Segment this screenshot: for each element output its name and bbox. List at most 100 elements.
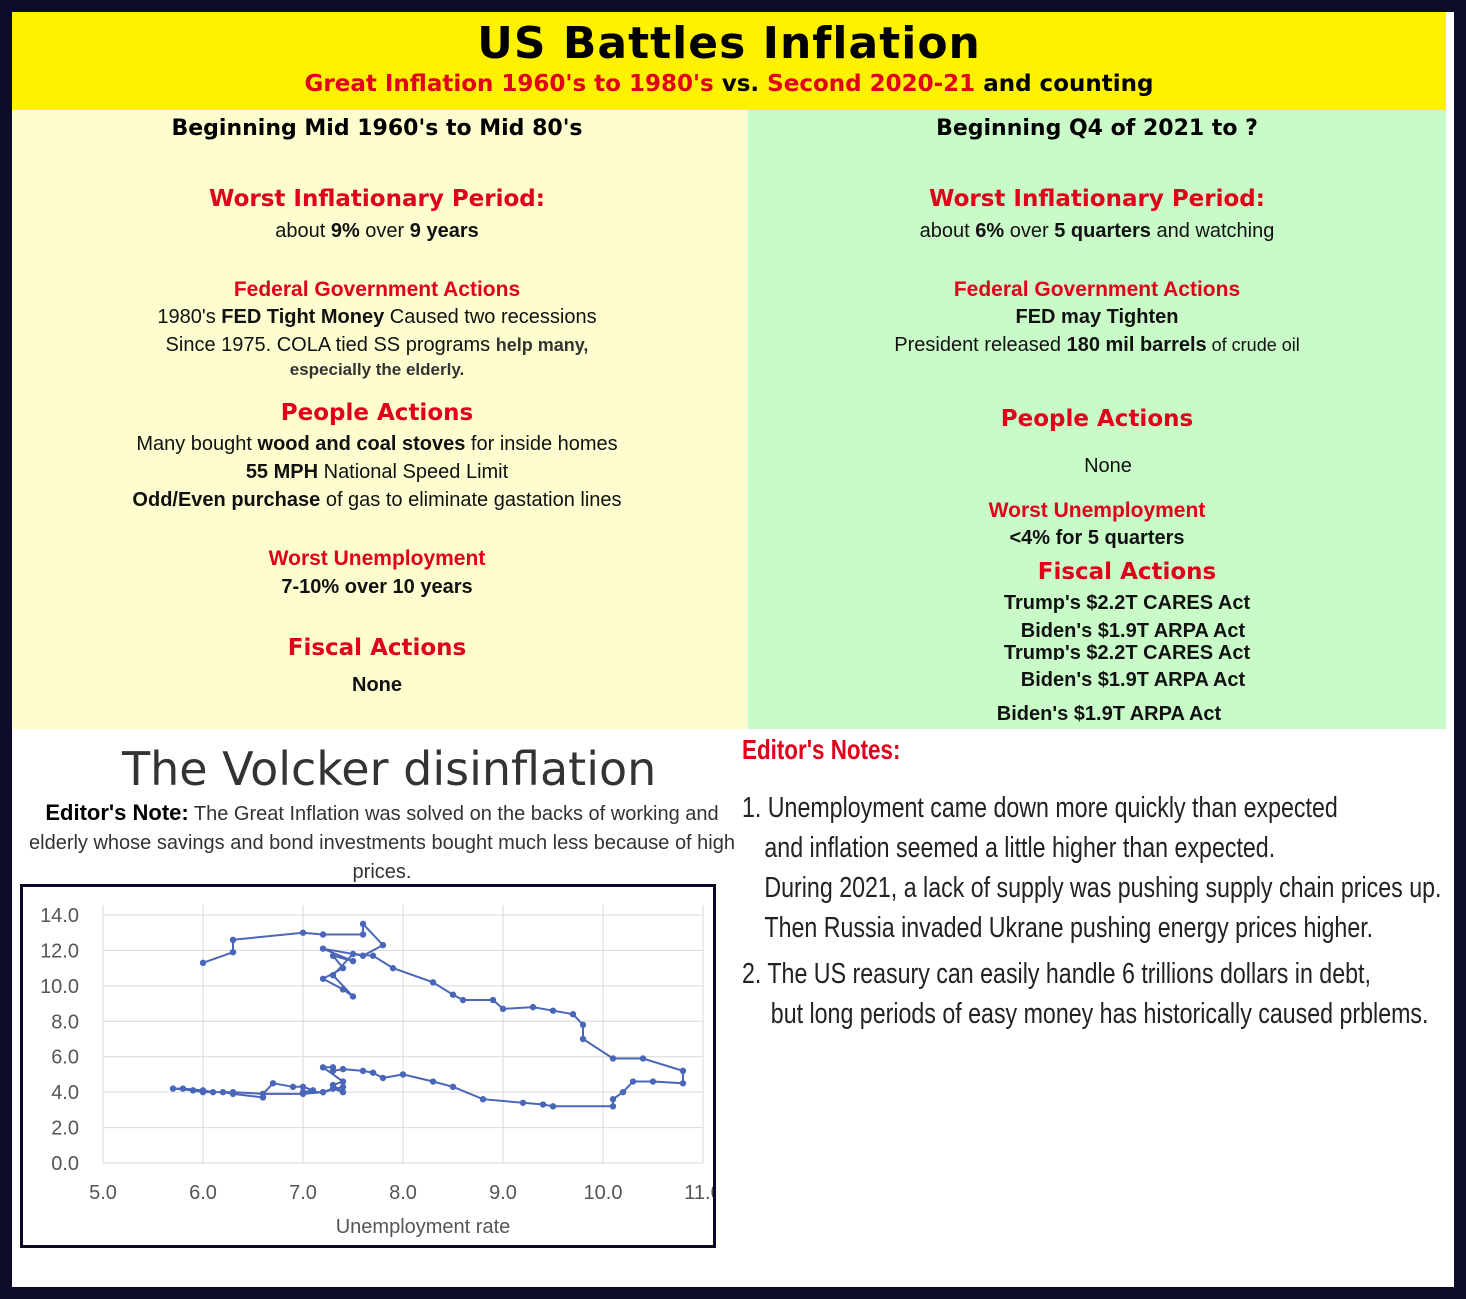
chart-point — [229, 949, 237, 956]
infographic-frame: US Battles Inflation Great Inflation 196… — [12, 12, 1454, 1287]
chart-point — [359, 920, 367, 928]
editors-note-1-line1: 1. Unemployment came down more quickly t… — [742, 792, 1338, 824]
left-fiscal-value: None — [352, 674, 402, 696]
y-tick-label: 2.0 — [51, 1118, 79, 1140]
chart-point — [309, 1087, 317, 1094]
y-tick-label: 10.0 — [40, 976, 79, 998]
left-panel-1960s-1980s: Beginning Mid 1960's to Mid 80's Worst I… — [12, 110, 748, 729]
chart-point — [609, 1055, 617, 1062]
chart-point — [579, 1035, 587, 1043]
chart-point — [329, 972, 337, 979]
right-worst-period-value: about 6% over 5 quarters and watching — [919, 220, 1275, 242]
chart-point — [199, 959, 207, 967]
y-tick-label: 0.0 — [51, 1153, 79, 1175]
chart-point — [499, 1005, 507, 1013]
editors-note-2-line2: but long periods of easy money has histo… — [770, 998, 1429, 1030]
editors-note-1-line3: During 2021, a lack of supply was pushin… — [764, 872, 1442, 904]
chart-point — [329, 1085, 337, 1092]
x-tick-label: 8.0 — [389, 1182, 417, 1204]
chart-point — [429, 979, 437, 986]
chart-x-ticks: 5.0 6.0 7.0 8.0 9.0 10.0 11.0 — [89, 1182, 722, 1204]
chart-point — [339, 1078, 347, 1085]
x-tick-label: 5.0 — [89, 1182, 117, 1204]
title-banner: US Battles Inflation Great Inflation 196… — [12, 12, 1446, 110]
chart-point — [579, 1021, 587, 1029]
right-fiscal-line5: Biden's $1.9T ARPA Act — [996, 703, 1222, 725]
chart-point — [359, 1067, 367, 1075]
chart-point — [359, 952, 367, 959]
chart-point — [329, 952, 337, 959]
left-fed-line1: 1980's FED Tight Money Caused two recess… — [157, 306, 597, 328]
editors-notes-title: Editor's Notes: — [742, 734, 901, 765]
volcker-title: The Volcker disinflation — [122, 742, 657, 796]
editors-note-2-line1: 2. The US reasury can easily handle 6 tr… — [742, 958, 1371, 990]
left-worst-period-title: Worst Inflationary Period: — [209, 186, 545, 212]
chart-point — [399, 1071, 407, 1078]
left-unemp-title: Worst Unemployment — [268, 547, 486, 570]
right-people-title: People Actions — [1000, 406, 1194, 432]
left-people-line2: 55 MPH National Speed Limit — [245, 461, 509, 483]
right-worst-period-title: Worst Inflationary Period: — [929, 186, 1265, 212]
chart-point — [259, 1090, 267, 1098]
editors-notes: Editor's Notes: 1. Unemployment came dow… — [742, 734, 1442, 1034]
chart-point — [549, 1007, 557, 1014]
right-fiscal-line2: Biden's $1.9T ARPA Act — [1020, 620, 1246, 642]
x-tick-label: 10.0 — [584, 1182, 623, 1204]
subtitle-part-great-inflation: Great Inflation 1960's to 1980's — [304, 71, 714, 97]
x-tick-label: 7.0 — [289, 1182, 317, 1204]
page-title: US Battles Inflation — [477, 18, 981, 69]
right-fed-line2: President released 180 mil barrels of cr… — [894, 334, 1300, 356]
subtitle-part-counting: and counting — [975, 71, 1154, 97]
chart-point — [449, 1083, 457, 1091]
editors-note-1-line2: and inflation seemed a little higher tha… — [764, 832, 1276, 864]
chart-point — [539, 1101, 547, 1108]
right-fiscal-line4: Biden's $1.9T ARPA Act — [1020, 669, 1246, 691]
left-people-line1: Many bought wood and coal stoves for ins… — [136, 433, 618, 455]
chart-point — [549, 1103, 557, 1110]
chart-point — [449, 991, 457, 998]
right-fiscal-title: Fiscal Actions — [1037, 559, 1217, 585]
right-unemp-value: <4% for 5 quarters — [1009, 527, 1185, 549]
chart-point — [339, 986, 347, 993]
chart-point — [619, 1088, 627, 1096]
chart-point — [609, 1096, 617, 1103]
right-fiscal-line3: Trump's $2.2T CARES Act — [1003, 642, 1251, 660]
left-fiscal-title: Fiscal Actions — [287, 635, 467, 661]
chart-point — [369, 1069, 377, 1076]
chart-point — [479, 1096, 487, 1103]
chart-point — [459, 996, 467, 1004]
chart-point — [339, 1083, 347, 1091]
subtitle-vs: vs. — [713, 71, 768, 97]
y-tick-label: 4.0 — [51, 1082, 79, 1104]
chart-point — [339, 1088, 347, 1096]
chart-svg: 0.0 2.0 4.0 6.0 8.0 10.0 12.0 14.0 5.0 6.0 7.0 8.0… — [40, 905, 722, 1238]
chart-points — [169, 920, 687, 1110]
x-tick-label: 9.0 — [489, 1182, 517, 1204]
chart-series-line — [172, 921, 684, 1108]
chart-point — [349, 993, 357, 1000]
left-fed-title: Federal Government Actions — [233, 278, 521, 301]
left-fed-line3: especially the elderly. — [289, 360, 465, 379]
chart-point — [319, 931, 327, 938]
chart-point — [519, 1099, 527, 1106]
chart-point — [349, 957, 357, 965]
chart-point — [289, 1083, 297, 1091]
chart-point — [649, 1078, 657, 1085]
chart-point — [229, 1088, 237, 1096]
left-unemp-value: 7-10% over 10 years — [281, 576, 473, 598]
chart-point — [339, 964, 347, 972]
chart-point — [379, 941, 387, 949]
chart-point — [629, 1078, 637, 1085]
chart-point — [299, 1083, 307, 1091]
chart-point — [269, 1080, 277, 1087]
y-tick-label: 6.0 — [51, 1047, 79, 1069]
right-fiscal-line1: Trump's $2.2T CARES Act — [1003, 592, 1251, 614]
left-fed-line2: Since 1975. COLA tied SS programs help m… — [165, 334, 589, 356]
chart-point — [319, 1064, 327, 1071]
right-heading: Beginning Q4 of 2021 to ? — [936, 116, 1258, 141]
editors-note-1-line4: Then Russia invaded Ukrane pushing energ… — [764, 912, 1374, 944]
chart-point — [569, 1011, 577, 1018]
chart-point — [429, 1078, 437, 1085]
right-fed-line1: FED may Tighten — [1015, 306, 1179, 328]
chart-point — [219, 1088, 227, 1096]
